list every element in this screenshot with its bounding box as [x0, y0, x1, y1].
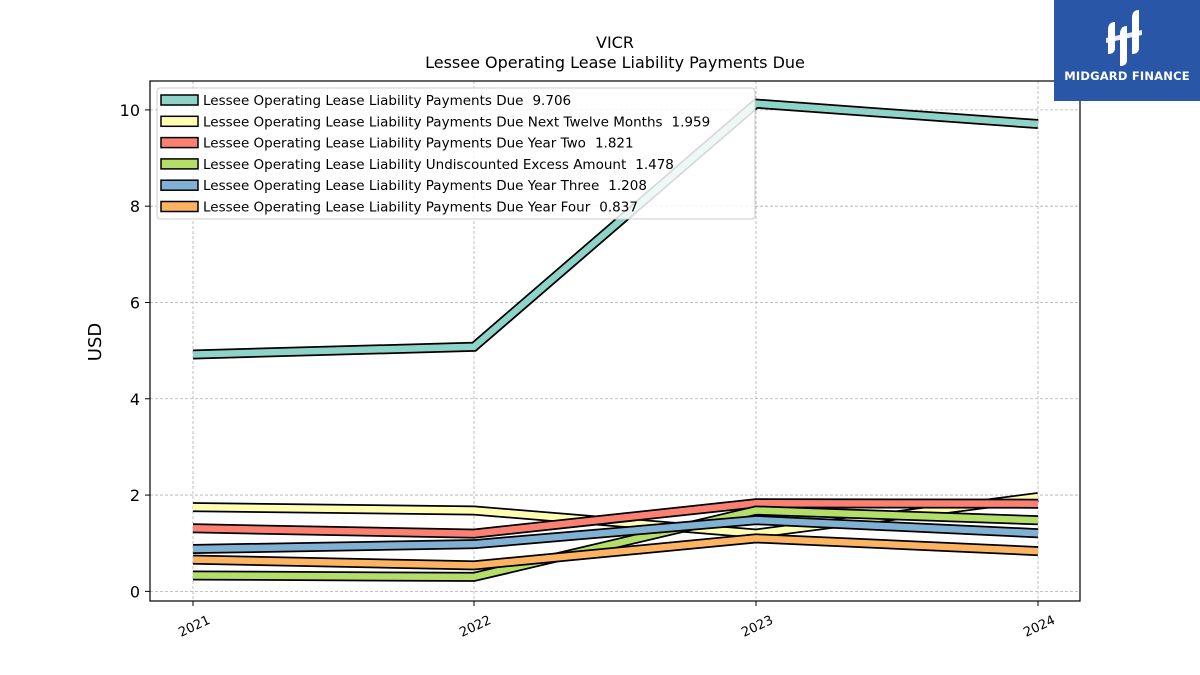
series-line — [192, 98, 1039, 360]
series-line — [192, 533, 1039, 571]
x-tick-label: 2021 — [176, 613, 212, 641]
legend-series-value: 1.478 — [635, 157, 674, 173]
legend-entry: Lessee Operating Lease Liability Payment… — [203, 93, 571, 109]
legend-entry: Lessee Operating Lease Liability Payment… — [203, 200, 638, 216]
chart-title: VICR — [596, 33, 634, 52]
legend-entry: Lessee Operating Lease Liability Undisco… — [203, 157, 674, 173]
y-tick-label: 8 — [130, 197, 140, 216]
legend-series-name: Lessee Operating Lease Liability Payment… — [203, 200, 591, 216]
y-axis-label: USD — [85, 323, 106, 361]
axis-ticks: 0 2 4 6 8 10 2021 2022 2023 2024 — [120, 101, 1058, 641]
legend-swatch — [160, 179, 199, 191]
legend-box — [156, 87, 756, 220]
legend-series-value: 9.706 — [532, 93, 571, 109]
legend-swatch — [160, 94, 199, 106]
y-tick-label: 0 — [130, 582, 140, 601]
series-line — [192, 515, 1039, 554]
series-line-fill — [192, 500, 1039, 537]
brand-logo: MIDGARD FINANCE — [1054, 0, 1200, 101]
legend-series-value: 0.837 — [599, 200, 638, 216]
y-tick-label: 6 — [130, 293, 140, 312]
legend-series-value: 1.821 — [595, 136, 634, 152]
x-tick-label: 2022 — [457, 613, 493, 641]
legend-series-name: Lessee Operating Lease Liability Payment… — [203, 114, 663, 130]
y-tick-label: 4 — [130, 390, 140, 409]
y-tick-label: 2 — [130, 486, 140, 505]
chart-subtitle: Lessee Operating Lease Liability Payment… — [425, 53, 805, 72]
legend: Lessee Operating Lease Liability Payment… — [156, 87, 756, 220]
series-line-fill — [192, 100, 1039, 358]
legend-series-name: Lessee Operating Lease Liability Payment… — [203, 136, 586, 152]
legend-entry: Lessee Operating Lease Liability Payment… — [203, 114, 710, 130]
plot-frame — [149, 80, 1081, 602]
legend-series-name: Lessee Operating Lease Liability Payment… — [203, 178, 599, 194]
series-line — [192, 505, 1039, 582]
y-tick-label: 10 — [120, 101, 140, 120]
series-line-fill — [192, 535, 1039, 569]
legend-swatch — [160, 200, 199, 213]
legend-series-name: Lessee Operating Lease Liability Payment… — [203, 93, 523, 109]
legend-series-value: 1.208 — [608, 178, 647, 194]
series-line — [192, 498, 1039, 539]
legend-swatch — [160, 158, 199, 170]
series-lines — [192, 98, 1039, 582]
legend-entry: Lessee Operating Lease Liability Payment… — [203, 136, 634, 152]
series-line-fill — [192, 516, 1039, 553]
brand-name: MIDGARD FINANCE — [1064, 69, 1190, 83]
legend-entry: Lessee Operating Lease Liability Payment… — [203, 178, 647, 194]
legend-series-name: Lessee Operating Lease Liability Undisco… — [203, 157, 626, 173]
legend-swatch — [160, 136, 199, 149]
x-tick-label: 2023 — [739, 613, 775, 641]
legend-series-value: 1.959 — [672, 114, 711, 130]
series-line-fill — [192, 507, 1039, 581]
x-tick-label: 2024 — [1021, 613, 1057, 641]
legend-swatch — [160, 115, 199, 128]
brand-logo-mark-icon — [1106, 10, 1142, 66]
